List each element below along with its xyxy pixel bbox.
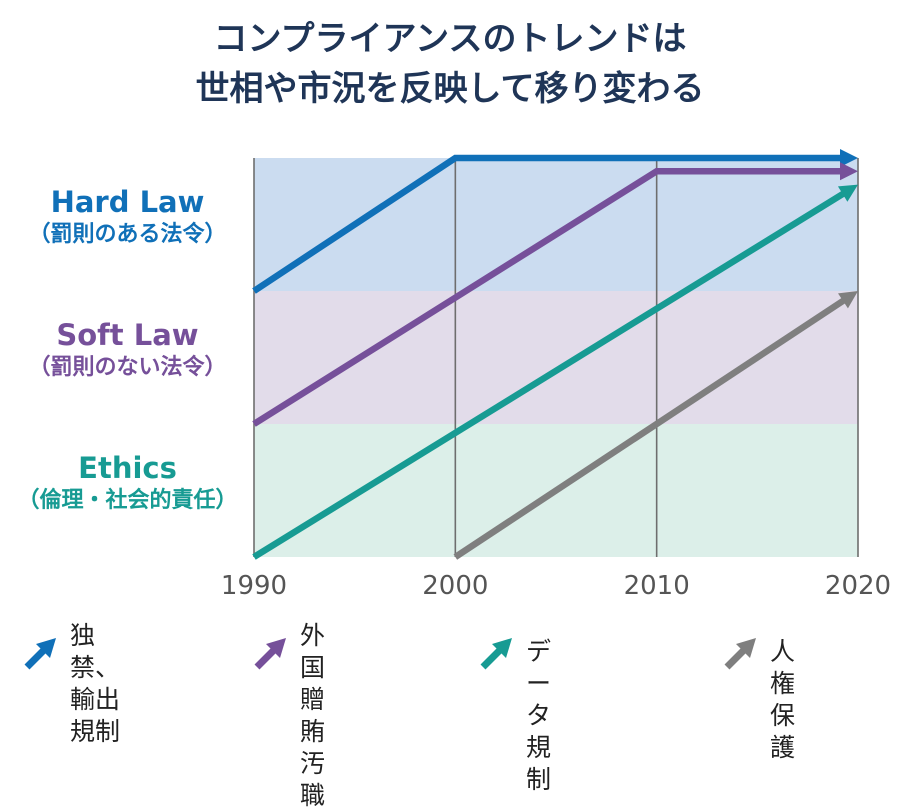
arrow-icon (24, 638, 56, 670)
band-label-hard-law: Hard Law （罰則のある法令） (0, 184, 255, 250)
legend-label-bribery: 外国 贈賄汚職 (300, 621, 326, 810)
x-tick-label-2020: 2020 (825, 571, 891, 601)
legend-label-data-regulation: データ規制 (526, 637, 552, 794)
band-sub-hard-law: （罰則のある法令） (28, 222, 227, 247)
series-line-human-rights (453, 297, 847, 560)
legend-label-human-rights: 人権保護 (770, 637, 796, 762)
arrow-icon (480, 638, 512, 670)
x-tick-label-2010: 2010 (624, 571, 690, 601)
band-hard-law (254, 158, 858, 291)
title-line-1: コンプライアンスのトレンドは (213, 19, 687, 59)
series-line-antitrust (252, 154, 842, 294)
band-soft-law (254, 291, 858, 424)
series-arrowhead-antitrust (840, 149, 858, 167)
title-line-2: 世相や市況を反映して移り変わる (195, 69, 705, 109)
series-arrowhead-bribery (840, 162, 858, 181)
x-tick-label-1990: 1990 (221, 571, 287, 601)
series-line-data-regulation (252, 190, 847, 560)
series-arrowhead-data-regulation (837, 184, 858, 202)
band-label-soft-law: Soft Law （罰則のない法令） (0, 317, 255, 383)
chart-area: 1990 2000 2010 2020 (221, 149, 891, 601)
band-name-hard-law: Hard Law (50, 185, 205, 219)
arrow-icon (254, 638, 286, 670)
band-sub-soft-law: （罰則のない法令） (28, 355, 227, 380)
band-label-ethics: Ethics （倫理・社会的責任） (0, 450, 255, 516)
legend-label-antitrust: 独禁、 輸出規制 (70, 621, 121, 746)
chart-title: コンプライアンスのトレンドは 世相や市況を反映して移り変わる (0, 14, 900, 114)
band-name-soft-law: Soft Law (56, 318, 199, 352)
series-line-bribery (252, 168, 842, 427)
band-sub-ethics: （倫理・社会的責任） (17, 488, 238, 513)
series-arrowhead-human-rights (838, 291, 858, 309)
x-tick-label-2000: 2000 (422, 571, 488, 601)
band-name-ethics: Ethics (78, 451, 177, 485)
arrow-icon (724, 638, 756, 670)
